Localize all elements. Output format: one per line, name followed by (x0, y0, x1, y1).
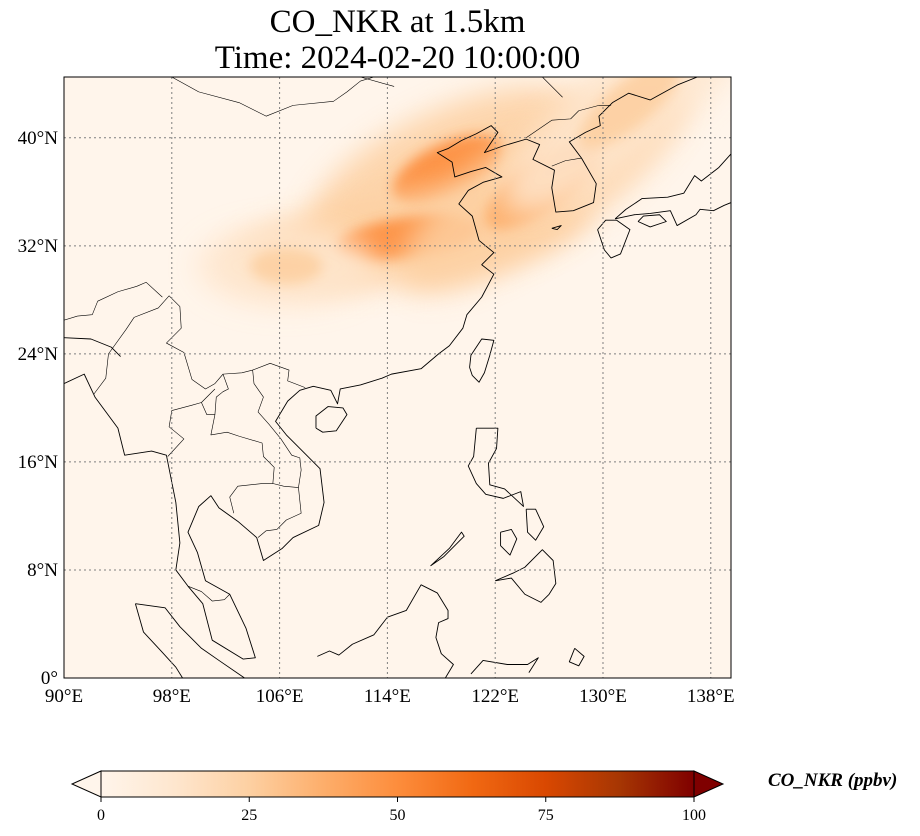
map-frame (63, 76, 732, 679)
coastline (134, 603, 183, 678)
colorbar-tick-label: 100 (682, 807, 706, 824)
coastline (500, 528, 518, 556)
border (542, 77, 563, 98)
x-tick-label: 98°E (153, 686, 191, 707)
colorbar-extend-low (70, 770, 102, 798)
coastline (495, 549, 557, 603)
coastline (615, 202, 731, 227)
border (64, 315, 78, 321)
coastline (317, 584, 454, 678)
concentration-field (196, 77, 731, 307)
coastline (470, 657, 539, 675)
y-axis-ticks: 0° 8°N 16°N 24°N 32°N 40°N (18, 128, 59, 689)
gridlines (64, 77, 731, 678)
border (526, 105, 612, 139)
border (187, 585, 230, 602)
border (93, 295, 306, 395)
coastline (467, 427, 524, 507)
y-tick-label: 32°N (18, 236, 59, 257)
plume-core (392, 134, 504, 206)
coastline (469, 338, 495, 383)
chart-subtitle-time: Time: 2024-02-20 10:00:00 (214, 40, 581, 76)
colorbar-gradient (100, 770, 695, 798)
plume-core (578, 77, 682, 149)
y-tick-label: 8°N (27, 560, 58, 581)
coastline (597, 219, 631, 259)
x-axis-ticks: 90°E 98°E 106°E 114°E 122°E 130°E 138°E (45, 686, 735, 707)
coastline (64, 374, 65, 376)
x-tick-label: 122°E (471, 686, 519, 707)
y-tick-label: 0° (41, 668, 58, 689)
colorbar-label: CO_NKR (ppbv) (768, 770, 898, 791)
border (551, 157, 582, 167)
y-tick-label: 40°N (18, 128, 59, 149)
coastline (551, 225, 562, 231)
colorbar-tick-label: 50 (390, 807, 406, 824)
y-tick-label: 24°N (18, 344, 59, 365)
coastline (568, 647, 585, 667)
coastline (430, 531, 465, 567)
x-tick-label: 90°E (45, 686, 83, 707)
coastline (614, 153, 731, 220)
x-tick-label: 106°E (256, 686, 304, 707)
x-tick-label: 138°E (687, 686, 735, 707)
coastline (64, 77, 698, 660)
border (77, 281, 163, 317)
colorbar-tick-label: 75 (538, 807, 554, 824)
plume-core (250, 248, 323, 285)
colorbar: 0 25 50 75 100 (70, 770, 725, 824)
colorbar-extend-high (693, 770, 725, 798)
coastline (315, 406, 348, 433)
border (201, 402, 275, 514)
colorbar-tick-label: 0 (97, 807, 105, 824)
border (214, 374, 229, 415)
colorbar-tick-label: 25 (241, 807, 257, 824)
border (272, 483, 299, 488)
coastline (637, 214, 667, 228)
coastline (64, 337, 121, 357)
x-tick-label: 130°E (579, 686, 627, 707)
y-tick-label: 16°N (18, 452, 59, 473)
chart-title: CO_NKR at 1.5km (269, 4, 526, 40)
coastlines (64, 77, 731, 678)
coastline (135, 603, 245, 678)
border (360, 77, 395, 87)
coastline (525, 508, 545, 541)
border (252, 370, 302, 538)
colorbar-ticks: 0 25 50 75 100 (97, 797, 706, 824)
x-tick-label: 114°E (364, 686, 411, 707)
border (171, 77, 375, 117)
